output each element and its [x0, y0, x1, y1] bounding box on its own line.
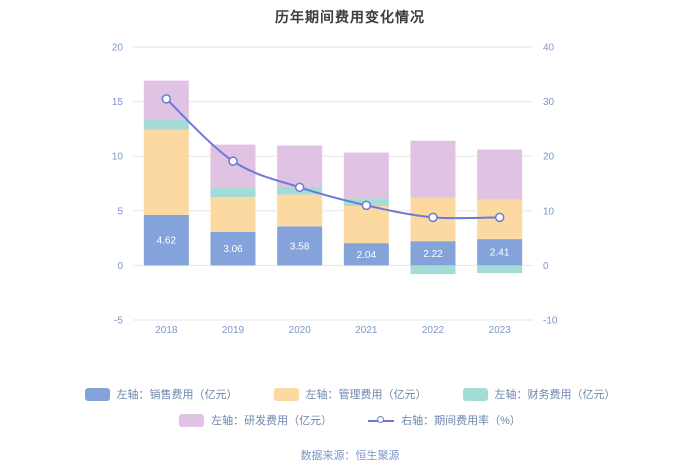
line-marker[interactable] [361, 200, 372, 211]
left-axis-tick: 15 [112, 97, 124, 108]
legend-row-1: 左轴：销售费用（亿元） 左轴：管理费用（亿元） 左轴：财务费用（亿元） [0, 386, 700, 402]
expense-ratio-trend-line [165, 98, 500, 220]
right-axis-tick: 40 [543, 43, 555, 54]
right-axis-tick: -10 [543, 316, 558, 327]
bar-segment[interactable] [277, 145, 323, 187]
legend-label: 右轴：期间费用率（%） [401, 415, 521, 427]
legend-label: 左轴：财务费用（亿元） [494, 389, 616, 401]
bar-segment[interactable] [210, 187, 256, 198]
x-axis-tick: 2023 [489, 325, 512, 336]
bar-segment[interactable] [277, 194, 323, 227]
expense-combo-chart: 20 40 15 30 10 20 5 10 0 0 -5 -10 2018 2019 2020 2021 20… [112, 43, 558, 337]
legend-item-admin-expense[interactable]: 左轴：管理费用（亿元） [273, 386, 427, 402]
bar-segment[interactable] [477, 265, 523, 274]
bar-segment[interactable] [343, 243, 389, 266]
legend-label: 左轴：管理费用（亿元） [305, 389, 427, 401]
x-axis-tick: 2021 [355, 325, 378, 336]
bar-value-label: 3.58 [290, 241, 310, 252]
bar-segment[interactable] [210, 231, 256, 266]
bar-segment[interactable] [143, 214, 189, 266]
bar-segment[interactable] [410, 265, 456, 275]
bar-segment[interactable] [143, 129, 189, 215]
bar-value-label: 3.06 [223, 244, 243, 255]
bar-value-label: 4.62 [157, 236, 177, 247]
line-marker[interactable] [294, 182, 305, 193]
bar-segment[interactable] [143, 119, 189, 130]
legend-item-sales-expense[interactable]: 左轴：销售费用（亿元） [84, 386, 238, 402]
legend-label: 左轴：销售费用（亿元） [116, 389, 238, 401]
left-axis-tick: 0 [117, 261, 123, 272]
bar-segment[interactable] [210, 197, 256, 232]
x-axis-tick: 2022 [422, 325, 445, 336]
sales-expense-swatch [84, 387, 110, 401]
line-marker[interactable] [494, 212, 505, 223]
legend-label: 左轴：研发费用（亿元） [211, 415, 333, 427]
left-axis-tick: -5 [114, 316, 123, 327]
rnd-expense-swatch [179, 413, 205, 427]
line-marker[interactable] [428, 212, 438, 223]
legend-row-2: 左轴：研发费用（亿元） 右轴：期间费用率（%） [0, 412, 700, 428]
data-source-note: 数据来源：恒生聚源 [300, 450, 400, 462]
x-axis-tick: 2018 [155, 325, 178, 336]
admin-expense-swatch [273, 387, 299, 401]
bar-segment[interactable] [210, 144, 256, 188]
bar-segment[interactable] [410, 140, 456, 198]
left-axis-tick: 5 [117, 206, 123, 217]
bar-segment[interactable] [343, 205, 389, 244]
bar-value-label: 2.22 [423, 249, 443, 260]
left-axis-tick: 20 [112, 43, 124, 54]
bar-segment[interactable] [277, 226, 323, 266]
bar-segment[interactable] [410, 241, 456, 266]
left-axis-tick: 10 [112, 152, 124, 163]
bar-value-label: 2.41 [490, 248, 510, 259]
right-axis-tick: 30 [543, 97, 555, 108]
financial-expense-swatch [462, 387, 488, 401]
bar-value-label: 2.04 [357, 250, 377, 261]
bar-segment[interactable] [343, 152, 389, 199]
line-marker[interactable] [161, 94, 172, 104]
right-axis-tick: 20 [543, 152, 555, 163]
line-marker[interactable] [228, 156, 238, 166]
right-axis-tick: 10 [543, 206, 555, 217]
chart-title: 历年期间费用变化情况 [275, 9, 425, 25]
x-axis-tick: 2019 [222, 325, 245, 336]
legend-item-financial-expense[interactable]: 左轴：财务费用（亿元） [462, 386, 616, 402]
bar-segment[interactable] [477, 149, 523, 200]
bar-segment[interactable] [477, 239, 523, 266]
legend-item-rnd-expense[interactable]: 左轴：研发费用（亿元） [179, 412, 332, 428]
legend-item-expense-ratio[interactable]: 右轴：期间费用率（%） [368, 412, 521, 428]
right-axis-tick: 0 [543, 261, 549, 272]
x-axis-tick: 2020 [289, 325, 312, 336]
expense-ratio-line-swatch [368, 414, 395, 427]
